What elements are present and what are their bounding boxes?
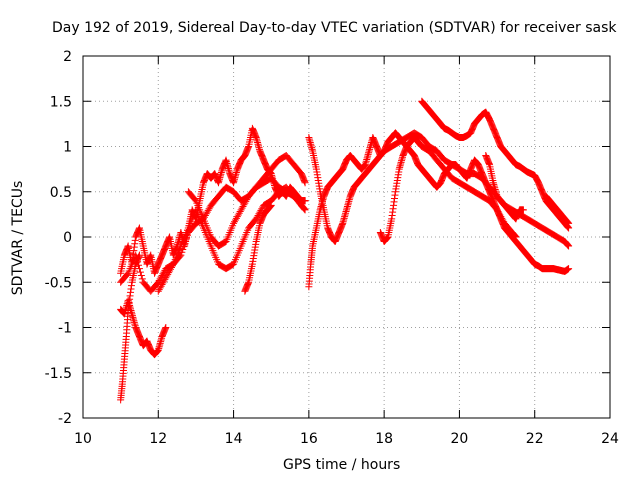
data-point	[565, 265, 573, 273]
series-track-k	[418, 97, 573, 232]
data-point	[132, 251, 140, 259]
plot-frame	[82, 55, 611, 419]
data-point	[519, 206, 527, 214]
x-tick-label: 22	[526, 431, 544, 447]
x-tick-labels: 10 12 14 16 18 20 22 24	[74, 431, 619, 447]
y-tick-labels: -2 -1.5 -1 -0.5 0 0.5 1 1.5 2	[45, 49, 72, 427]
series-track-j	[376, 133, 520, 246]
data-point	[301, 179, 309, 187]
data-point	[512, 233, 520, 241]
y-tick-label: 1	[63, 140, 72, 156]
x-tick-label: 12	[149, 431, 167, 447]
data-point	[267, 201, 275, 209]
x-tick-label: 14	[225, 431, 243, 447]
x-tick-label: 24	[601, 431, 619, 447]
data-point	[138, 275, 146, 283]
y-tick-label: 0.5	[50, 185, 72, 201]
y-tick-label: 1.5	[50, 94, 72, 110]
series-track-f	[184, 174, 309, 250]
grid-lines	[83, 56, 610, 418]
x-tick-label: 16	[300, 431, 318, 447]
y-tick-label: -1	[58, 321, 72, 337]
data-point	[168, 262, 176, 270]
series-track-l	[482, 152, 527, 223]
y-tick-label: -0.5	[45, 275, 72, 291]
data-points	[117, 97, 573, 404]
y-tick-label: 0	[63, 230, 72, 246]
data-point	[135, 261, 143, 269]
data-point	[565, 219, 573, 227]
series-track-b	[117, 296, 170, 359]
chart-title: Day 192 of 2019, Sidereal Day-to-day VTE…	[52, 20, 617, 36]
y-tick-label: -2	[58, 411, 72, 427]
x-tick-label: 18	[375, 431, 393, 447]
x-axis-label: GPS time / hours	[283, 457, 401, 473]
data-point	[565, 242, 573, 250]
data-point	[301, 206, 309, 214]
x-tick-label: 10	[74, 431, 92, 447]
series-track-g	[241, 201, 275, 295]
data-point	[301, 197, 309, 205]
series-track-m	[542, 192, 573, 227]
series-track-i	[305, 129, 573, 250]
axis-ticks	[82, 55, 611, 419]
data-point	[136, 268, 144, 276]
y-tick-label: 2	[63, 49, 72, 65]
y-axis-label: SDTVAR / TECUs	[10, 180, 26, 296]
y-tick-label: -1.5	[45, 366, 72, 382]
data-point	[137, 271, 145, 279]
x-tick-label: 20	[451, 431, 469, 447]
data-point	[162, 324, 170, 331]
data-point	[134, 258, 142, 266]
data-point	[133, 254, 141, 262]
data-point	[135, 265, 143, 273]
